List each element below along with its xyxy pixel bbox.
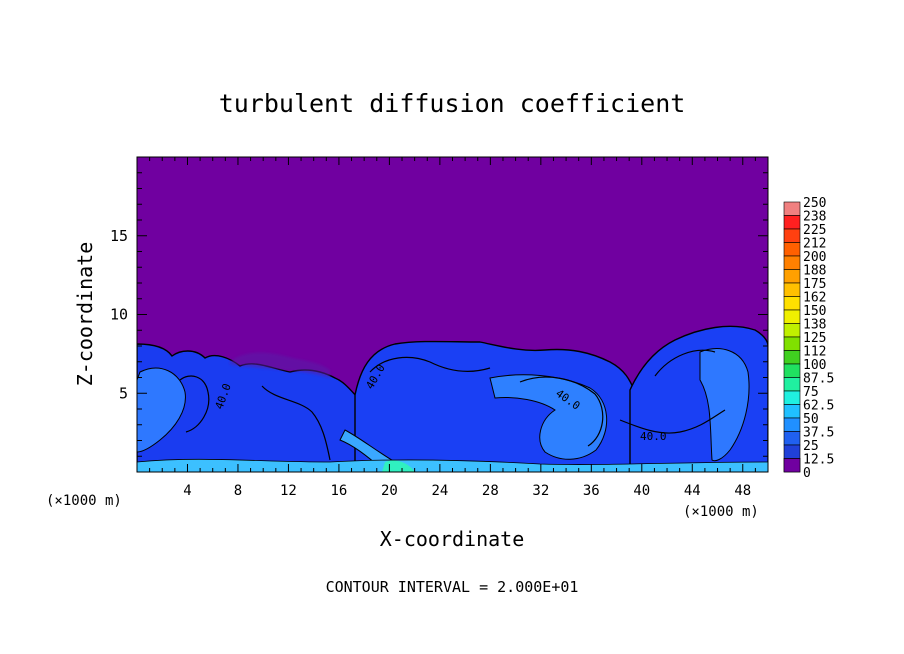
- colorbar-label-13: 87.5: [803, 372, 834, 387]
- x-tick-label-6: 28: [482, 483, 499, 499]
- colorbar-label-16: 50: [803, 412, 819, 427]
- colorbar-label-18: 25: [803, 439, 819, 454]
- colorbar-label-10: 125: [803, 331, 826, 346]
- colorbar-label-8: 150: [803, 304, 826, 319]
- eddy-left: [137, 367, 186, 453]
- core-contour-3: [519, 376, 604, 447]
- colorbar-swatch-15: [783, 404, 801, 419]
- y-tick-label-2: 15: [110, 227, 128, 245]
- y-axis: 5 10 15: [110, 172, 768, 457]
- colorbar-swatch-0: [783, 201, 801, 216]
- colorbar-swatch-12: [783, 363, 801, 378]
- x-tick-label-7: 32: [532, 483, 549, 499]
- colorbar-swatch-11: [783, 350, 801, 365]
- colorbar-swatch-10: [783, 336, 801, 351]
- colorbar-label-20: 0: [803, 466, 811, 481]
- x-tick-label-9: 40: [633, 483, 650, 499]
- x-tick-label-5: 24: [431, 483, 448, 499]
- colorbar-swatch-4: [783, 255, 801, 270]
- colorbar-label-3: 212: [803, 237, 826, 252]
- colorbar-swatch-6: [783, 282, 801, 297]
- x-axis: 4 8 12 16 20 24 28 32 36 40 44 48: [149, 157, 756, 499]
- x-unit-left: (×1000 m): [46, 493, 122, 509]
- core-contour-5: [261, 385, 331, 461]
- colorbar-label-15: 62.5: [803, 399, 834, 414]
- colorbar-label-12: 100: [803, 358, 826, 373]
- colorbar-label-14: 75: [803, 385, 819, 400]
- x-axis-label: X-coordinate: [380, 527, 525, 551]
- haze: [230, 352, 330, 378]
- colorbar-swatch-5: [783, 269, 801, 284]
- core-contour-6: [619, 409, 726, 434]
- colorbar-swatch-18: [783, 444, 801, 459]
- eddy-right: [699, 348, 750, 462]
- turbulent-region: [137, 325, 768, 472]
- colorbar-swatch-8: [783, 309, 801, 324]
- x-tick-label-3: 16: [330, 483, 347, 499]
- x-tick-label-10: 44: [684, 483, 701, 499]
- contour-label-3: 40.0: [640, 430, 667, 443]
- colorbar-label-11: 112: [803, 345, 826, 360]
- y-axis-label: Z-coordinate: [73, 242, 97, 387]
- x-unit-right: (×1000 m): [683, 504, 759, 520]
- y-tick-label-0: 5: [119, 384, 128, 402]
- x-tick-label-8: 36: [583, 483, 600, 499]
- colorbar-label-1: 238: [803, 210, 826, 225]
- bottom-band: [137, 458, 768, 472]
- x-tick-label-2: 12: [280, 483, 297, 499]
- colorbar-label-17: 37.5: [803, 426, 834, 441]
- cyan-patch: [382, 460, 415, 472]
- colorbar-swatch-base: [783, 458, 801, 473]
- chart-title: turbulent diffusion coefficient: [219, 89, 686, 118]
- colorbar-swatch-14: [783, 390, 801, 405]
- x-tick-label-11: 48: [734, 483, 751, 499]
- colorbar-swatch-7: [783, 296, 801, 311]
- core-contour-4: [654, 349, 716, 377]
- colorbar-label-2: 225: [803, 223, 826, 238]
- colorbar-label-5: 188: [803, 264, 826, 279]
- x-tick-label-4: 20: [381, 483, 398, 499]
- plot-area: 40.0 40.0 40.0 40.0: [137, 157, 768, 472]
- colorbar-label-0: 250: [803, 196, 826, 211]
- colorbar: 2502382252122001881751621501381251121008…: [783, 196, 834, 481]
- colorbar-label-19: 12.5: [803, 453, 834, 468]
- colorbar-label-7: 162: [803, 291, 826, 306]
- colorbar-swatch-1: [783, 215, 801, 230]
- core-contour-1: [179, 375, 210, 433]
- x-tick-label-0: 4: [183, 483, 191, 499]
- core-contour-2: [369, 356, 491, 373]
- y-tick-label-1: 10: [110, 306, 128, 324]
- colorbar-swatch-17: [783, 431, 801, 446]
- contour-interval-footer: CONTOUR INTERVAL = 2.000E+01: [326, 578, 579, 596]
- colorbar-swatch-2: [783, 228, 801, 243]
- colorbar-label-4: 200: [803, 250, 826, 265]
- colorbar-label-6: 175: [803, 277, 826, 292]
- colorbar-label-9: 138: [803, 318, 826, 333]
- x-tick-label-1: 8: [234, 483, 242, 499]
- colorbar-swatch-16: [783, 417, 801, 432]
- colorbar-swatch-9: [783, 323, 801, 338]
- colorbar-swatch-3: [783, 242, 801, 257]
- colorbar-swatch-13: [783, 377, 801, 392]
